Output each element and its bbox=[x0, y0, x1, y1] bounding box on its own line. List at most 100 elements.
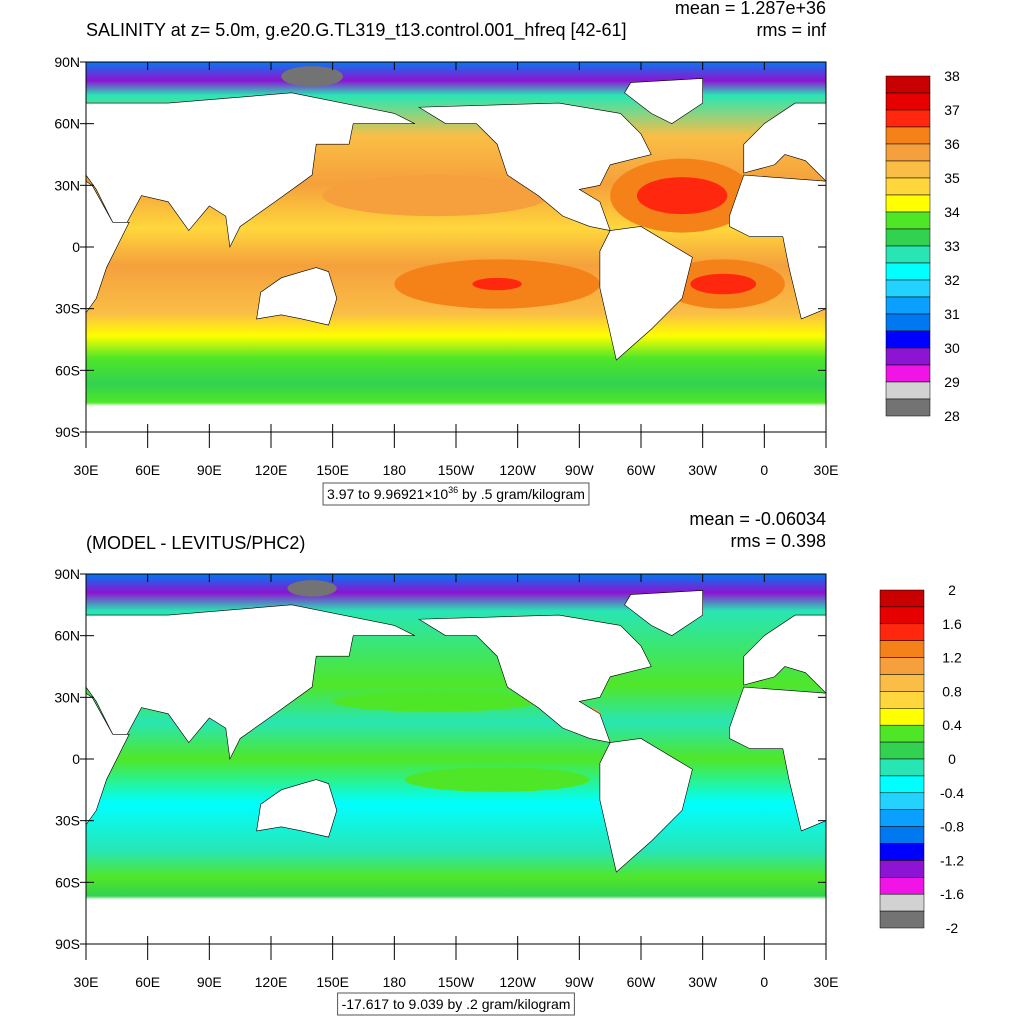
colorbar-box bbox=[879, 623, 925, 641]
colorbar-box bbox=[885, 296, 931, 315]
y-tick-label: 30N bbox=[54, 689, 80, 705]
colorbar-label: 32 bbox=[944, 272, 960, 288]
colorbar-box bbox=[885, 143, 931, 162]
x-tick-label: 90E bbox=[197, 462, 222, 478]
x-tick-label: 60E bbox=[135, 462, 160, 478]
y-tick-label: 90S bbox=[55, 424, 80, 440]
panel-title: SALINITY at z= 5.0m, g.e20.G.TL319_t13.c… bbox=[86, 20, 627, 41]
x-tick-label: 180 bbox=[383, 974, 407, 990]
x-tick-label: 120E bbox=[255, 974, 288, 990]
range-label: 3.97 to 9.96921×1036 by .5 gram/kilogram bbox=[327, 485, 585, 502]
y-tick-label: 60S bbox=[55, 874, 80, 890]
colorbar-label: 38 bbox=[944, 68, 960, 84]
colorbar-label: 35 bbox=[944, 170, 960, 186]
range-label: -17.617 to 9.039 by .2 gram/kilogram bbox=[342, 996, 571, 1012]
colorbar-box bbox=[879, 708, 925, 726]
colorbar-box bbox=[885, 313, 931, 332]
colorbar-label: 31 bbox=[944, 306, 960, 322]
colorbar-label: 30 bbox=[944, 340, 960, 356]
colorbar-label: 1.2 bbox=[942, 650, 962, 666]
y-tick-label: 60S bbox=[55, 362, 80, 378]
y-tick-label: 60N bbox=[54, 116, 80, 132]
y-tick-label: 60N bbox=[54, 628, 80, 644]
colorbar-label: 0 bbox=[948, 751, 956, 767]
colorbar-box bbox=[885, 262, 931, 281]
colorbar-box bbox=[885, 245, 931, 264]
y-tick-label: 0 bbox=[72, 239, 80, 255]
colorbar-box bbox=[879, 792, 925, 810]
x-tick-label: 30E bbox=[814, 974, 839, 990]
colorbar-box bbox=[879, 741, 925, 760]
y-tick-label: 30S bbox=[55, 813, 80, 829]
range-suffix: by .5 gram/kilogram bbox=[458, 486, 585, 502]
salinity-map bbox=[86, 62, 826, 432]
colorbar-box bbox=[879, 826, 925, 844]
x-tick-label: 120W bbox=[499, 462, 536, 478]
y-tick-label: 90N bbox=[54, 566, 80, 582]
colorbar-box bbox=[879, 589, 925, 608]
range-box bbox=[337, 992, 575, 1016]
colorbar-box bbox=[885, 92, 931, 111]
x-tick-label: 60W bbox=[627, 974, 657, 990]
colorbar-box bbox=[879, 640, 925, 658]
colorbar-box bbox=[885, 109, 931, 128]
x-tick-label: 150W bbox=[438, 462, 475, 478]
colorbar-box bbox=[885, 347, 931, 366]
colorbar-label: -0.4 bbox=[940, 785, 964, 801]
stat-label: mean = -0.06034 bbox=[689, 509, 826, 529]
colorbar-label: 36 bbox=[944, 136, 960, 152]
colorbar-label: 34 bbox=[944, 204, 960, 220]
y-tick-label: 30N bbox=[54, 177, 80, 193]
x-tick-label: 60E bbox=[135, 974, 160, 990]
colorbar-box bbox=[879, 758, 925, 777]
colorbar-label: 28 bbox=[944, 408, 960, 424]
colorbar-box bbox=[879, 724, 925, 743]
range-text: -17.617 to 9.039 by .2 gram/kilogram bbox=[342, 996, 571, 1012]
colorbar-box bbox=[885, 228, 931, 247]
colorbar-box bbox=[879, 893, 925, 912]
colorbar-box bbox=[885, 364, 931, 383]
x-tick-label: 90E bbox=[197, 974, 222, 990]
y-tick-label: 30S bbox=[55, 301, 80, 317]
colorbar-box bbox=[879, 657, 925, 675]
x-tick-label: 30E bbox=[814, 462, 839, 478]
x-tick-label: 30W bbox=[688, 974, 718, 990]
x-tick-label: 150E bbox=[316, 462, 349, 478]
x-tick-label: 0 bbox=[760, 974, 768, 990]
colorbar-label: -2 bbox=[946, 920, 959, 936]
x-tick-label: 90W bbox=[565, 974, 595, 990]
colorbar-box bbox=[885, 160, 931, 179]
colorbar-box bbox=[879, 809, 925, 827]
colorbar-label: 1.6 bbox=[942, 616, 962, 632]
range-text: 3.97 to 9.96921×10 bbox=[327, 486, 448, 502]
colorbar-box bbox=[885, 211, 931, 230]
colorbar-box bbox=[885, 194, 931, 213]
colorbar-box bbox=[885, 381, 931, 400]
colorbar-label: -1.2 bbox=[940, 852, 964, 868]
colorbar-box bbox=[879, 674, 925, 692]
colorbar-label: -0.8 bbox=[940, 819, 964, 835]
difference-map bbox=[86, 574, 826, 944]
x-tick-label: 0 bbox=[760, 462, 768, 478]
y-tick-label: 90N bbox=[54, 54, 80, 70]
x-tick-label: 120W bbox=[499, 974, 536, 990]
x-tick-label: 30E bbox=[74, 974, 99, 990]
stat-label: mean = 1.287e+36 bbox=[675, 0, 826, 18]
colorbar-label: 0.4 bbox=[942, 717, 962, 733]
x-tick-label: 30E bbox=[74, 462, 99, 478]
x-tick-label: 30W bbox=[688, 462, 718, 478]
x-tick-label: 120E bbox=[255, 462, 288, 478]
colorbar-box bbox=[879, 691, 925, 709]
colorbar-box bbox=[879, 775, 925, 794]
stat-label: rms = 0.398 bbox=[730, 531, 826, 551]
x-tick-label: 150W bbox=[438, 974, 475, 990]
y-tick-label: 0 bbox=[72, 751, 80, 767]
colorbar-label: -1.6 bbox=[940, 886, 964, 902]
y-tick-label: 90S bbox=[55, 936, 80, 952]
colorbar-box bbox=[879, 877, 925, 895]
colorbar-label: 33 bbox=[944, 238, 960, 254]
x-tick-label: 150E bbox=[316, 974, 349, 990]
colorbar-label: 2 bbox=[948, 582, 956, 598]
